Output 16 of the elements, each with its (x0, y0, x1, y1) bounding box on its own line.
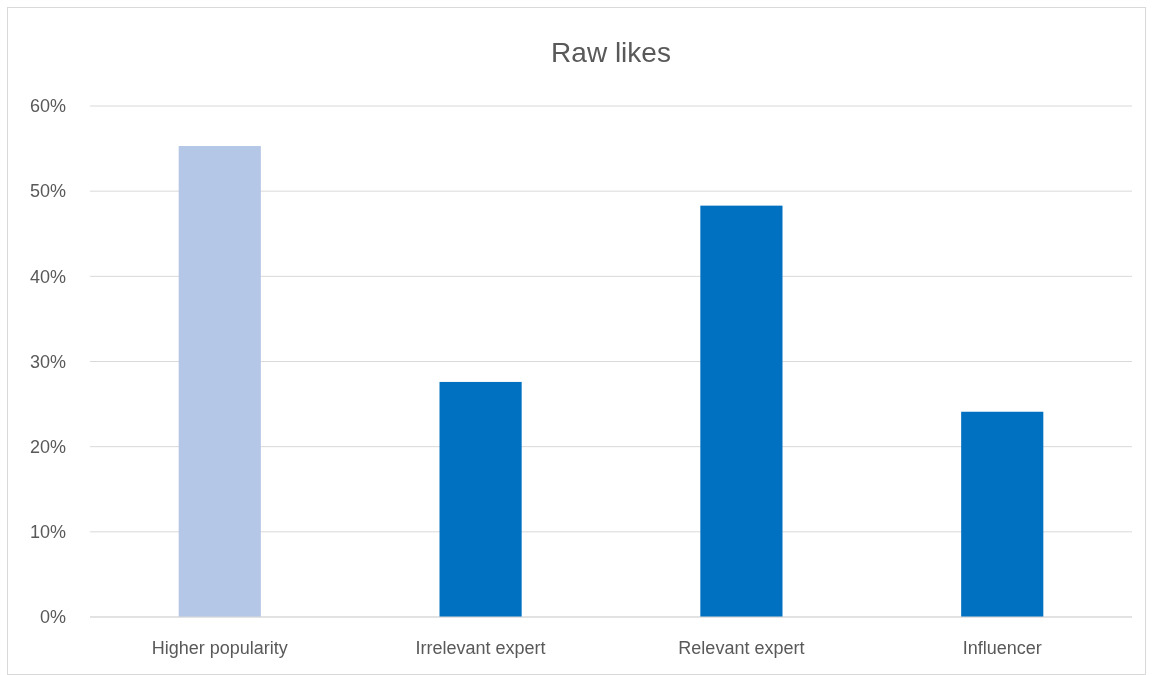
y-tick-label: 50% (29, 181, 66, 202)
y-tick-label: 60% (29, 96, 66, 117)
y-tick-label: 20% (29, 436, 66, 457)
y-tick-label: 10% (29, 522, 66, 543)
y-tick-label: 0% (39, 607, 66, 628)
bar (439, 381, 522, 617)
y-tick-label: 30% (29, 351, 66, 372)
x-tick-label: Higher popularity (151, 638, 288, 658)
x-tick-label: Irrelevant expert (415, 638, 546, 658)
bar (961, 411, 1044, 617)
x-tick-label: Relevant expert (678, 638, 805, 658)
x-tick-label: Influencer (962, 638, 1042, 658)
bar (178, 146, 261, 617)
bar (700, 205, 783, 617)
chart-title: Raw likes (551, 37, 671, 68)
y-tick-label: 40% (29, 266, 66, 287)
